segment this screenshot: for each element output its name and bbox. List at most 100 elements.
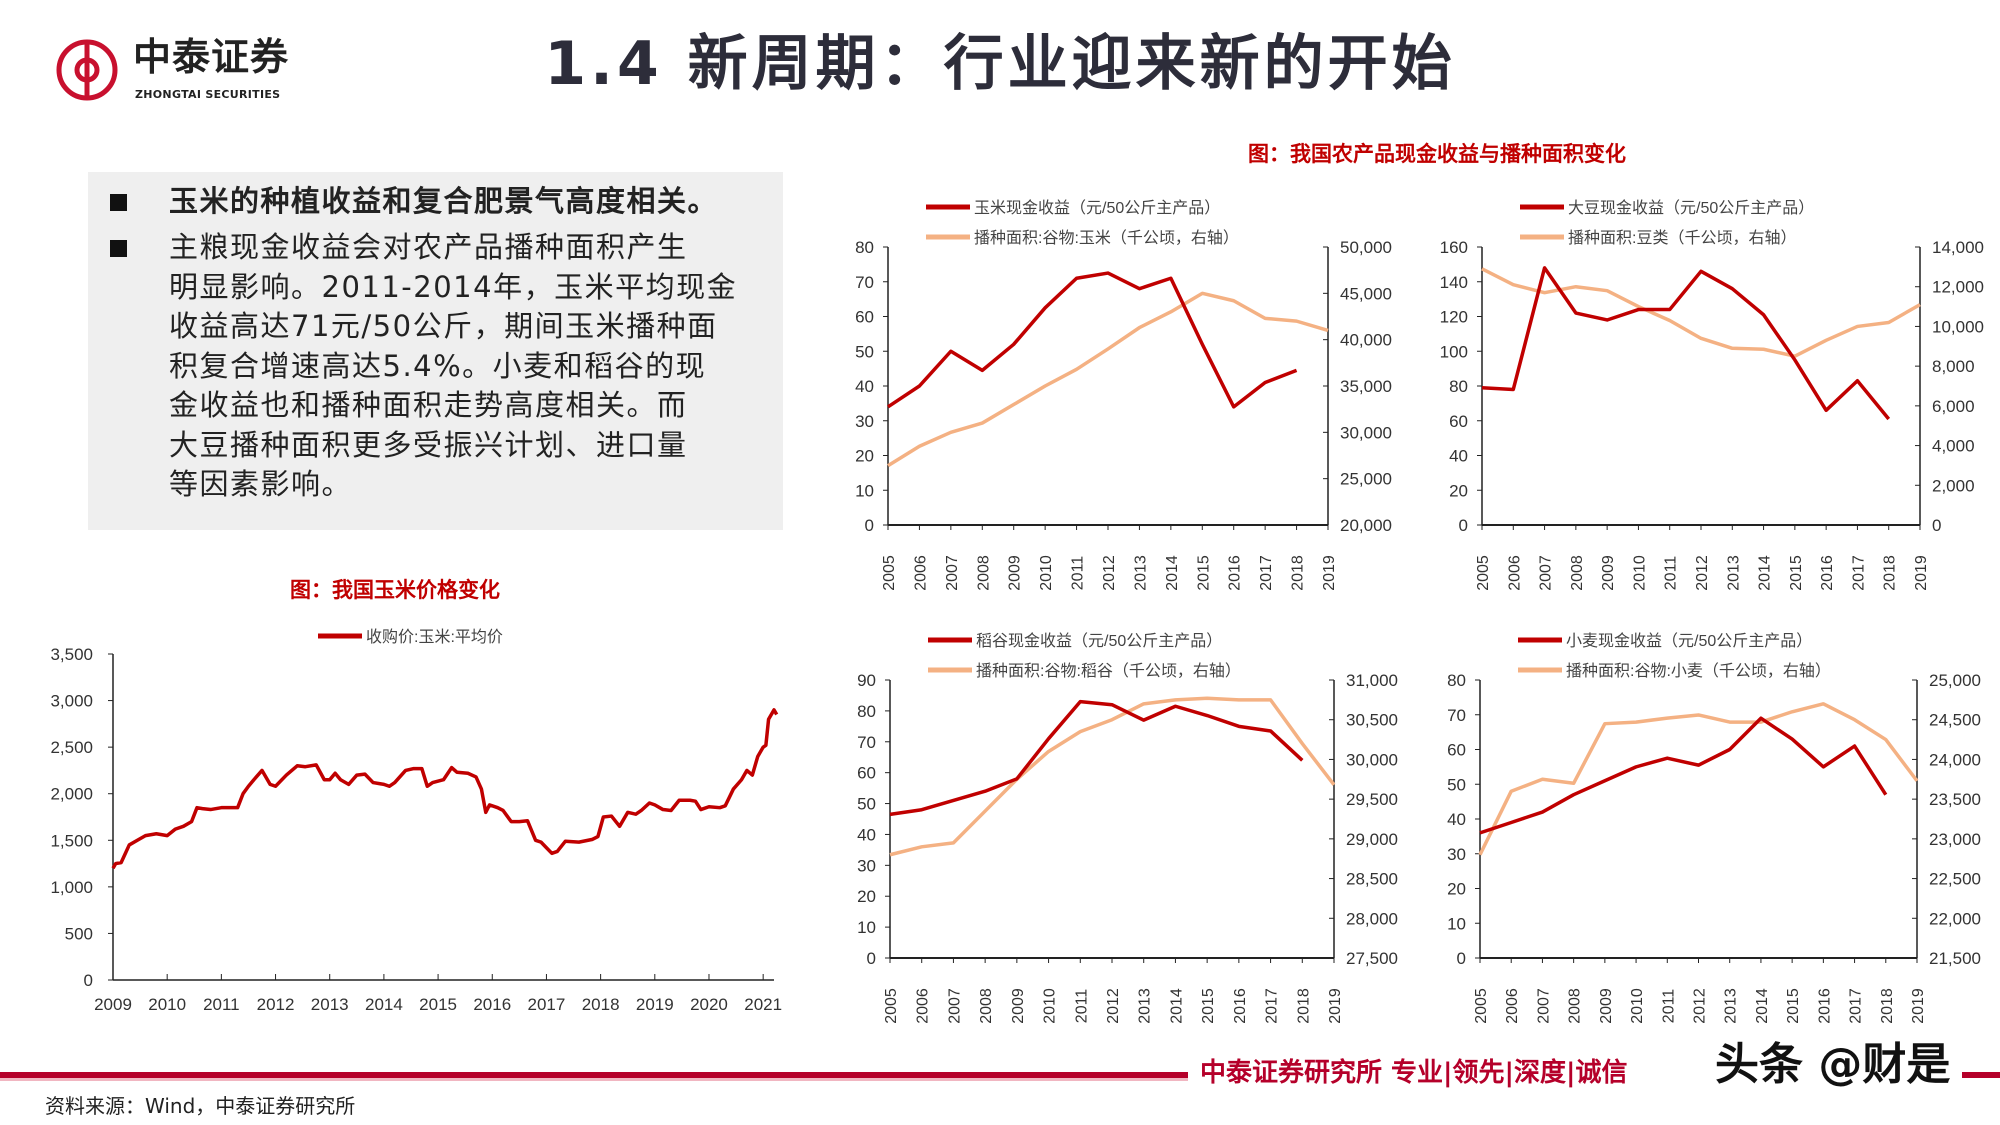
y-tick-label: 1,500 <box>50 831 93 850</box>
x-tick-label: 2008 <box>1569 555 1586 591</box>
y-tick-label: 40 <box>855 377 874 396</box>
income-series-line <box>1479 716 1888 835</box>
price-series-line <box>111 708 779 870</box>
x-tick-label: 2017 <box>1848 988 1865 1024</box>
paragraph-line: 积复合增速高达5.4%。小麦和稻谷的现 <box>169 348 707 383</box>
x-tick-label: 2013 <box>1723 988 1740 1024</box>
x-tick-label: 2018 <box>1295 988 1312 1024</box>
x-tick-label: 2016 <box>1232 988 1249 1024</box>
y-tick-label: 80 <box>1447 671 1466 690</box>
x-tick-label: 2015 <box>1200 988 1217 1024</box>
y-tick-label: 40 <box>857 825 876 844</box>
y2-tick-label: 21,500 <box>1929 949 1981 968</box>
x-tick-label: 2007 <box>1538 555 1555 591</box>
area-series-line <box>1481 267 1921 358</box>
summary-box: 玉米的种植收益和复合肥景气高度相关。 主粮现金收益会对农产品播种面积产生 明显影… <box>88 172 783 530</box>
y-tick-label: 60 <box>1447 741 1466 760</box>
y-tick-label: 40 <box>1449 447 1468 466</box>
y-tick-label: 30 <box>855 412 874 431</box>
legend-label: 收购价:玉米:平均价 <box>366 628 503 646</box>
y-tick-label: 100 <box>1440 342 1468 361</box>
logo-emblem-icon <box>56 39 118 101</box>
paragraph-line: 收益高达71元/50公斤，期间玉米播种面 <box>169 309 718 343</box>
y2-tick-label: 29,000 <box>1346 830 1398 849</box>
x-tick-label: 2014 <box>1757 555 1774 591</box>
x-tick-label: 2019 <box>1913 555 1930 591</box>
x-tick-label: 2006 <box>915 988 932 1024</box>
x-tick-label: 2015 <box>1195 555 1212 591</box>
paragraph-line: 明显影响。2011-2014年，玉米平均现金 <box>169 269 738 304</box>
x-tick-label: 2010 <box>1631 555 1648 591</box>
y-tick-label: 50 <box>857 795 876 814</box>
y-tick-label: 1,000 <box>50 878 93 897</box>
y2-tick-label: 14,000 <box>1932 238 1984 257</box>
x-tick-label: 2016 <box>1227 555 1244 591</box>
x-tick-label: 2016 <box>473 995 511 1014</box>
y2-tick-label: 30,000 <box>1340 423 1392 442</box>
x-tick-label: 2006 <box>1504 988 1521 1024</box>
y-tick-label: 50 <box>1447 775 1466 794</box>
y2-tick-label: 10,000 <box>1932 317 1984 336</box>
x-tick-label: 2014 <box>1754 988 1771 1024</box>
x-tick-label: 2009 <box>1007 555 1024 591</box>
y-tick-label: 70 <box>857 733 876 752</box>
income-series-line <box>887 271 1298 409</box>
paragraph-line: 金收益也和播种面积走势高度相关。而 <box>169 388 688 422</box>
x-tick-label: 2012 <box>1692 988 1709 1024</box>
x-tick-label: 2009 <box>1598 988 1615 1024</box>
y2-tick-label: 30,500 <box>1346 711 1398 730</box>
y-tick-label: 60 <box>1449 412 1468 431</box>
y2-tick-label: 22,000 <box>1929 909 1981 928</box>
y2-tick-label: 24,000 <box>1929 750 1981 769</box>
x-tick-label: 2015 <box>1788 555 1805 591</box>
x-tick-label: 2007 <box>944 555 961 591</box>
y2-tick-label: 6,000 <box>1932 397 1975 416</box>
x-tick-label: 2017 <box>1850 555 1867 591</box>
legend-label: 稻谷现金收益（元/50公斤主产品） <box>976 632 1222 650</box>
x-tick-label: 2016 <box>1819 555 1836 591</box>
x-tick-label: 2009 <box>94 995 132 1014</box>
y2-tick-label: 28,000 <box>1346 909 1398 928</box>
y2-tick-label: 25,000 <box>1929 671 1981 690</box>
y-tick-label: 10 <box>1447 914 1466 933</box>
y2-tick-label: 4,000 <box>1932 437 1975 456</box>
x-tick-label: 2019 <box>1327 988 1344 1024</box>
y-tick-label: 70 <box>855 273 874 292</box>
x-tick-label: 2014 <box>1168 988 1185 1024</box>
y-tick-label: 0 <box>867 949 876 968</box>
income-series-line <box>889 699 1304 817</box>
x-tick-label: 2008 <box>978 988 995 1024</box>
x-tick-label: 2018 <box>1882 555 1899 591</box>
legend-label: 播种面积:豆类（千公顷，右轴） <box>1568 229 1796 247</box>
x-tick-label: 2019 <box>1910 988 1927 1024</box>
area-series-line <box>1478 702 1919 856</box>
y-tick-label: 20 <box>1447 880 1466 899</box>
x-tick-label: 2013 <box>311 995 349 1014</box>
y2-tick-label: 50,000 <box>1340 238 1392 257</box>
x-tick-label: 2018 <box>1879 988 1896 1024</box>
x-tick-label: 2005 <box>1473 988 1490 1024</box>
footer-slogan: 中泰证券研究所 专业|领先|深度|诚信 <box>1200 1058 1628 1088</box>
y-tick-label: 2,000 <box>50 785 93 804</box>
x-tick-label: 2011 <box>1663 556 1680 591</box>
y2-tick-label: 30,000 <box>1346 750 1398 769</box>
x-tick-label: 2013 <box>1132 555 1149 591</box>
x-tick-label: 2005 <box>1475 555 1492 591</box>
x-tick-label: 2015 <box>419 995 457 1014</box>
page-title: 1.4 新周期：行业迎来新的开始 <box>544 29 1456 99</box>
x-tick-label: 2012 <box>1105 988 1122 1024</box>
x-tick-label: 2018 <box>1290 555 1307 591</box>
y-tick-label: 0 <box>1459 516 1468 535</box>
x-tick-label: 2014 <box>1164 555 1181 591</box>
y-tick-label: 80 <box>1449 377 1468 396</box>
paragraph-line: 等因素影响。 <box>169 467 353 501</box>
area-series-line <box>889 696 1336 857</box>
x-tick-label: 2008 <box>1567 988 1584 1024</box>
x-tick-label: 2018 <box>582 995 620 1014</box>
x-tick-label: 2013 <box>1725 555 1742 591</box>
legend-label: 大豆现金收益（元/50公斤主产品） <box>1568 199 1814 217</box>
x-tick-label: 2017 <box>528 995 566 1014</box>
y-tick-label: 80 <box>857 702 876 721</box>
y2-tick-label: 35,000 <box>1340 377 1392 396</box>
y-tick-label: 3,000 <box>50 692 93 711</box>
